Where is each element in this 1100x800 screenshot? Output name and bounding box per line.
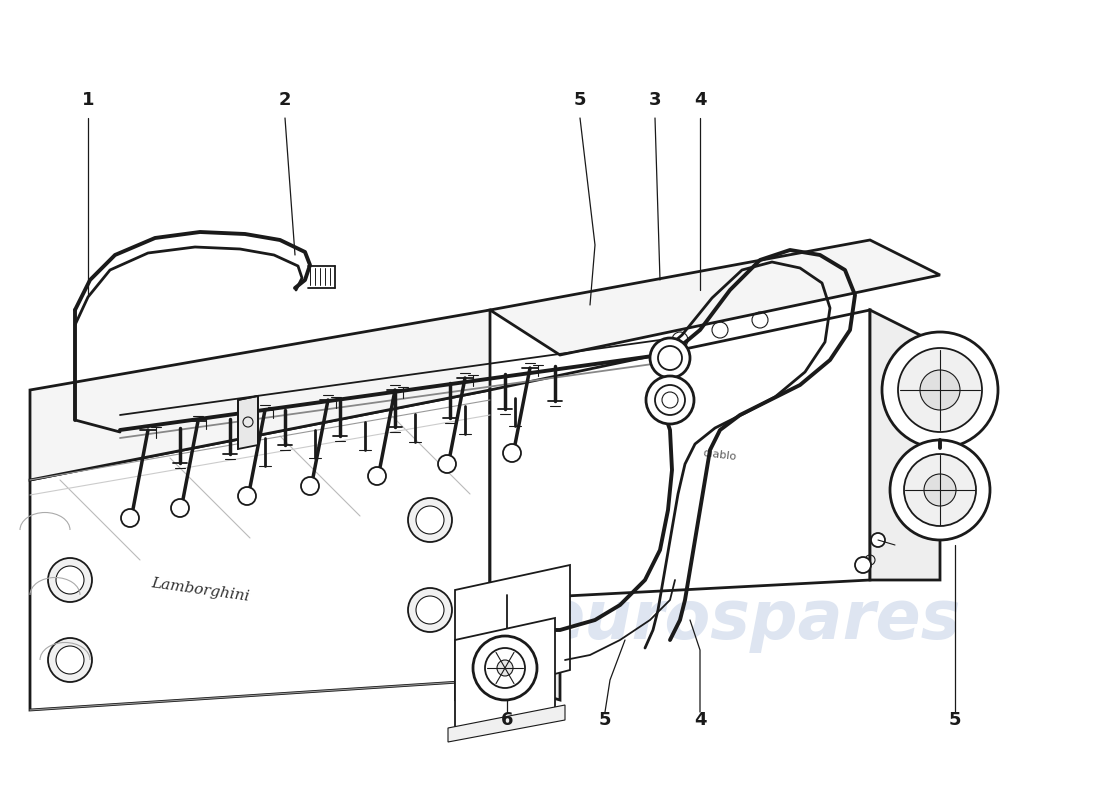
Polygon shape xyxy=(238,396,258,449)
Circle shape xyxy=(301,477,319,495)
Text: 5: 5 xyxy=(598,711,612,729)
Circle shape xyxy=(368,467,386,485)
Circle shape xyxy=(646,376,694,424)
Polygon shape xyxy=(455,618,556,730)
Circle shape xyxy=(882,332,998,448)
Circle shape xyxy=(473,636,537,700)
Circle shape xyxy=(503,444,521,462)
Text: eurospares: eurospares xyxy=(539,587,960,653)
Circle shape xyxy=(497,660,513,676)
Polygon shape xyxy=(448,705,565,742)
Polygon shape xyxy=(30,390,489,710)
Circle shape xyxy=(904,454,976,526)
Circle shape xyxy=(416,506,444,534)
Text: 5: 5 xyxy=(948,711,961,729)
Polygon shape xyxy=(455,565,570,700)
Polygon shape xyxy=(30,310,489,480)
Circle shape xyxy=(924,474,956,506)
Text: 5: 5 xyxy=(574,91,586,109)
Circle shape xyxy=(871,533,886,547)
Circle shape xyxy=(121,509,139,527)
Circle shape xyxy=(416,596,444,624)
Text: 2: 2 xyxy=(278,91,292,109)
Text: 1: 1 xyxy=(81,91,95,109)
Circle shape xyxy=(48,638,92,682)
Text: 4: 4 xyxy=(694,91,706,109)
Circle shape xyxy=(650,338,690,378)
Polygon shape xyxy=(490,240,940,355)
Circle shape xyxy=(238,487,256,505)
Circle shape xyxy=(170,499,189,517)
Circle shape xyxy=(438,455,456,473)
Circle shape xyxy=(408,498,452,542)
Polygon shape xyxy=(870,310,940,580)
Circle shape xyxy=(56,566,84,594)
Polygon shape xyxy=(490,310,870,600)
Text: eurospares: eurospares xyxy=(109,447,530,513)
Text: 4: 4 xyxy=(694,711,706,729)
Circle shape xyxy=(898,348,982,432)
Text: 6: 6 xyxy=(500,711,514,729)
Text: Lamborghini: Lamborghini xyxy=(150,576,250,604)
Circle shape xyxy=(855,557,871,573)
Circle shape xyxy=(56,646,84,674)
Circle shape xyxy=(408,588,452,632)
Circle shape xyxy=(920,370,960,410)
Circle shape xyxy=(890,440,990,540)
Polygon shape xyxy=(490,390,560,700)
Text: diablo: diablo xyxy=(703,448,737,462)
Text: 3: 3 xyxy=(649,91,661,109)
Circle shape xyxy=(48,558,92,602)
